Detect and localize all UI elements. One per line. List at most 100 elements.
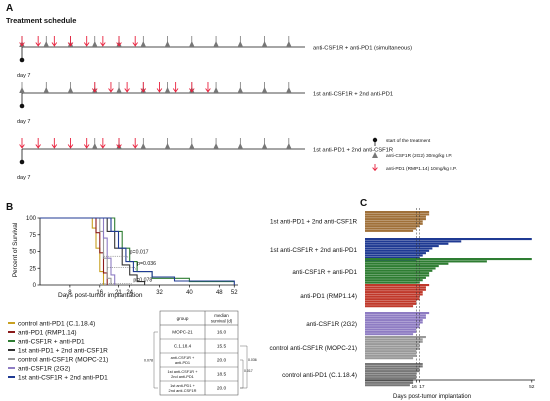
p-value-annotation: p=0.017 bbox=[130, 250, 149, 256]
swimmer-bar bbox=[365, 336, 426, 339]
start-marker-icon bbox=[19, 103, 25, 109]
table-cell-median: 16.0 bbox=[217, 330, 227, 336]
swimmer-group-label: 1st anti-PD1 + 2nd anti-CSF1R bbox=[270, 219, 357, 226]
csf1r-dose-triangle bbox=[286, 41, 292, 47]
swimmer-bar bbox=[365, 330, 417, 333]
table-cell-median: 20.0 bbox=[217, 386, 227, 392]
swimmer-bar bbox=[365, 227, 417, 230]
csf1r-dose-triangle bbox=[286, 143, 292, 149]
swimmer-bar bbox=[365, 225, 420, 228]
swimmer-bar bbox=[365, 279, 423, 282]
swimmer-bar bbox=[365, 357, 414, 360]
swimmer-bar bbox=[365, 254, 423, 257]
csf1r-dose-triangle bbox=[261, 143, 268, 149]
pd1-dose-arrow bbox=[35, 138, 41, 149]
survival-curve bbox=[40, 217, 146, 285]
csf1r-dose-triangle bbox=[164, 87, 171, 93]
table-bracket-right-1 bbox=[240, 359, 244, 389]
swimmer-bar bbox=[365, 240, 462, 243]
swimmer-bar bbox=[365, 350, 417, 353]
day-label: day 7 bbox=[17, 119, 30, 125]
survival-xlabel: Days post-tumor implantation bbox=[58, 292, 143, 299]
swimmer-bar bbox=[365, 256, 420, 259]
pd1-dose-arrow bbox=[116, 36, 122, 47]
pd1-dose-arrow bbox=[205, 82, 211, 93]
table-cell-median: 18.5 bbox=[217, 372, 227, 378]
swimmer-bar bbox=[365, 274, 430, 277]
survival-ylabel: Percent of Survival bbox=[12, 222, 19, 277]
swimmer-bar bbox=[365, 218, 426, 221]
swimmer-bar bbox=[365, 323, 420, 326]
x-tick-label: 21 bbox=[115, 290, 122, 296]
swimmer-group-label: 1st anti-CSF1R + 2nd anti-PD1 bbox=[270, 247, 357, 254]
swimmer-group-label: control anti-PD1 (C.1.18.4) bbox=[282, 372, 357, 379]
swimmer-bar bbox=[365, 260, 487, 263]
start-marker-icon bbox=[19, 159, 25, 165]
swimmer-group-label: anti-CSF1R + anti-PD1 bbox=[292, 269, 357, 276]
day-label: day 7 bbox=[17, 175, 30, 181]
pd1-dose-arrow bbox=[83, 36, 90, 47]
pd1-dose-arrow bbox=[100, 138, 106, 149]
table-p-right-2: 0.036 bbox=[248, 358, 257, 362]
survival-curve bbox=[40, 217, 108, 285]
swimmer-bar bbox=[365, 286, 426, 289]
swimmer-bar bbox=[365, 367, 420, 370]
day-label: day 7 bbox=[17, 73, 30, 79]
legend-item: anti-CSF1R (2G2) bbox=[8, 366, 70, 373]
swimmer-bar bbox=[365, 258, 532, 261]
x-tick-label: 48 bbox=[216, 290, 223, 296]
legend-start: start of the treatment bbox=[386, 138, 431, 144]
p-value-annotation: p=0.078 bbox=[133, 278, 152, 284]
swimmer-bar bbox=[365, 211, 430, 214]
swimmer-xlabel: Days post-tumor implantation bbox=[393, 394, 471, 400]
pd1-dose-arrow bbox=[51, 36, 58, 47]
x-tick-label: 40 bbox=[186, 290, 193, 296]
start-marker-icon bbox=[19, 57, 25, 63]
csf1r-dose-triangle bbox=[213, 143, 219, 149]
csf1r-dose-triangle bbox=[237, 143, 244, 149]
swimmer-group: anti-CSF1R + anti-PD1 bbox=[292, 258, 532, 286]
swimmer-bar bbox=[365, 326, 420, 329]
table-cell-group: anti-PD1 bbox=[175, 360, 190, 365]
table-cell-group: anti-CSF1R + bbox=[171, 355, 195, 360]
swimmer-bar bbox=[365, 222, 423, 225]
swimmer-bar bbox=[365, 363, 423, 366]
legend-label: control anti-CSF1R (MOPC-21) bbox=[18, 357, 108, 364]
x-tick-label: 16 bbox=[96, 290, 103, 296]
swimmer-bar bbox=[365, 262, 449, 265]
pd1-dose-arrow bbox=[189, 82, 195, 93]
legend-item: control anti-PD1 (C.1.18.4) bbox=[8, 321, 95, 328]
p-value-annotation: p=0.036 bbox=[137, 261, 156, 267]
csf1r-dose-triangle bbox=[189, 143, 195, 149]
swimmer-bar bbox=[365, 372, 417, 375]
pd1-dose-arrow bbox=[83, 138, 90, 149]
swimmer-bar bbox=[365, 340, 423, 343]
swimmer-bar bbox=[365, 384, 410, 387]
swimmer-bar bbox=[365, 247, 433, 250]
pd1-dose-arrow bbox=[108, 82, 114, 93]
csf1r-dose-triangle bbox=[164, 143, 171, 149]
swimmer-group: anti-CSF1R (2G2) bbox=[306, 312, 430, 336]
legend-item: anti-PD1 (RMP1.14) bbox=[8, 330, 77, 337]
swimmer-bar bbox=[365, 343, 420, 346]
swimmer-group: control anti-CSF1R (MOPC-21) bbox=[270, 336, 426, 360]
panel-b-letter: B bbox=[6, 202, 13, 213]
swimmer-bar bbox=[365, 288, 426, 291]
table-cell-group: 2nd anti-CSF1R bbox=[169, 388, 197, 393]
swimmer-bar bbox=[365, 249, 430, 252]
swimmer-group: control anti-PD1 (C.1.18.4) bbox=[282, 363, 423, 387]
swimmer-bar bbox=[365, 242, 449, 245]
legend-label: 1st anti-PD1 + 2nd anti-CSF1R bbox=[18, 348, 108, 355]
y-tick-label: 100 bbox=[26, 216, 37, 222]
swimmer-bar bbox=[365, 312, 430, 315]
swimmer-bar bbox=[365, 365, 423, 368]
swimmer-bar bbox=[365, 259, 417, 262]
swimmer-bar bbox=[365, 374, 417, 377]
csf1r-dose-triangle bbox=[213, 87, 219, 93]
swimmer-bar bbox=[365, 300, 417, 303]
csf1r-dose-triangle bbox=[19, 87, 25, 93]
y-tick-label: 0 bbox=[33, 283, 37, 289]
schedule-legend: start of the treatment anti-CSF1R (2G2) … bbox=[372, 137, 457, 172]
